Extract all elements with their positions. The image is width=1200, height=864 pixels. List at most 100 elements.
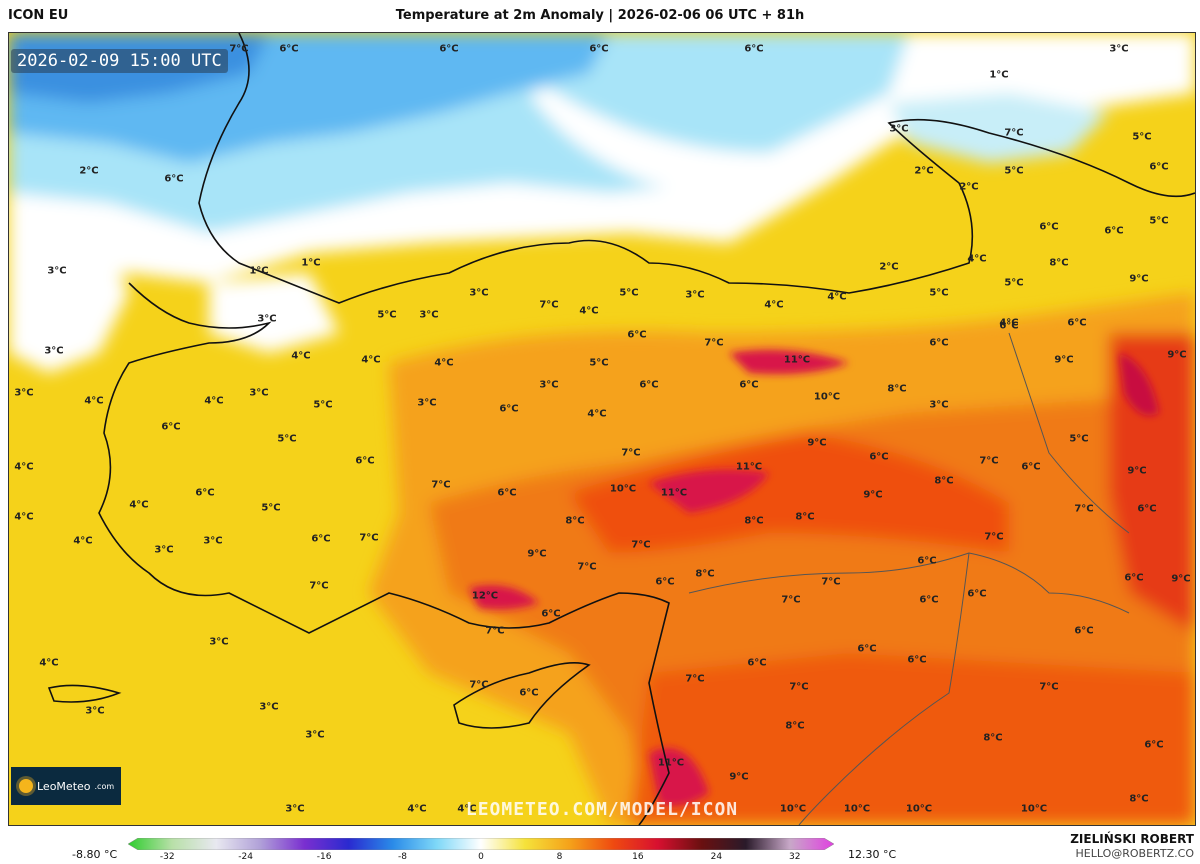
temperature-label: 6°C	[541, 608, 561, 620]
temperature-label: 7°C	[539, 299, 559, 311]
temperature-label: 9°C	[863, 489, 883, 501]
temperature-label: 6°C	[999, 320, 1019, 332]
temperature-label: 7°C	[229, 43, 249, 55]
temperature-label: 4°C	[827, 291, 847, 303]
temperature-label: 4°C	[14, 511, 34, 523]
temperature-label: 6°C	[919, 594, 939, 606]
temperature-label: 7°C	[789, 681, 809, 693]
temperature-label: 7°C	[1039, 681, 1059, 693]
temperature-label: 3°C	[209, 636, 229, 648]
temperature-label: 6°C	[869, 451, 889, 463]
temperature-label: 6°C	[1067, 317, 1087, 329]
temperature-label: 4°C	[764, 299, 784, 311]
temperature-label: 7°C	[577, 561, 597, 573]
temperature-label: 8°C	[795, 511, 815, 523]
sun-icon	[19, 779, 33, 793]
temperature-label: 7°C	[781, 594, 801, 606]
temperature-label: 1°C	[249, 265, 269, 277]
temperature-label: 4°C	[84, 395, 104, 407]
temperature-label: 3°C	[154, 544, 174, 556]
anomaly-map[interactable]: 2026-02-09 15:00 UTC 7°C 6°C 6°C 6°C 6°C 3°C 1…	[8, 32, 1196, 826]
model-name: ICON EU	[8, 8, 69, 23]
temperature-label: 3°C	[305, 729, 325, 741]
temperature-label: 5°C	[1069, 433, 1089, 445]
colorbar-tick: -24	[238, 852, 254, 862]
temperature-label: 7°C	[1074, 503, 1094, 515]
temperature-label: 9°C	[1167, 349, 1187, 361]
temperature-label: 11°C	[660, 487, 688, 499]
temperature-label: 4°C	[587, 408, 607, 420]
temperature-label: 3°C	[249, 387, 269, 399]
temperature-label: 4°C	[129, 499, 149, 511]
temperature-label: 6°C	[311, 533, 331, 545]
temperature-label: 6°C	[499, 403, 519, 415]
temperature-label: 6°C	[1149, 161, 1169, 173]
temperature-label: 5°C	[277, 433, 297, 445]
author-email[interactable]: HELLO@ROBERTZ.CO	[1075, 847, 1194, 860]
temperature-label: 5°C	[1132, 131, 1152, 143]
temperature-label: 6°C	[161, 421, 181, 433]
temperature-label: 7°C	[821, 576, 841, 588]
temperature-label: 7°C	[469, 679, 489, 691]
temperature-label: 4°C	[291, 350, 311, 362]
temperature-label: 1°C	[301, 257, 321, 269]
temperature-label: 10°C	[905, 803, 933, 815]
colorbar	[128, 838, 834, 850]
leometeo-logo[interactable]: LeoMeteo .com	[11, 767, 121, 805]
temperature-label: 6°C	[195, 487, 215, 499]
temperature-label: 9°C	[1054, 354, 1074, 366]
temperature-label: 3°C	[685, 289, 705, 301]
temperature-label: 3°C	[285, 803, 305, 815]
temperature-label: 7°C	[309, 580, 329, 592]
valid-time-badge: 2026-02-09 15:00 UTC	[11, 49, 228, 73]
map-fill	[9, 33, 1195, 825]
temperature-label: 5°C	[619, 287, 639, 299]
temperature-label: 10°C	[1020, 803, 1048, 815]
temperature-label: 5°C	[313, 399, 333, 411]
temperature-label: 4°C	[457, 803, 477, 815]
temperature-label: 5°C	[261, 502, 281, 514]
temperature-label: 11°C	[657, 757, 685, 769]
temperature-label: 4°C	[14, 461, 34, 473]
temperature-label: 6°C	[279, 43, 299, 55]
temperature-label: 6°C	[967, 588, 987, 600]
temperature-label: 6°C	[857, 643, 877, 655]
chart-title: Temperature at 2m Anomaly | 2026-02-06 0…	[395, 8, 805, 23]
temperature-label: 6°C	[639, 379, 659, 391]
temperature-label: 3°C	[14, 387, 34, 399]
site-watermark: LEOMETEO.COM/MODEL/ICON	[465, 799, 739, 820]
temperature-label: 6°C	[929, 337, 949, 349]
temperature-label: 7°C	[704, 337, 724, 349]
colorbar-tick: -16	[316, 852, 332, 862]
logo-suffix: .com	[94, 781, 115, 791]
colorbar-tick: 16	[632, 852, 644, 862]
temperature-label: 3°C	[539, 379, 559, 391]
colorbar-tick: -32	[159, 852, 175, 862]
colorbar-max: 12.30 °C	[848, 848, 897, 861]
temperature-label: 7°C	[685, 673, 705, 685]
temperature-label: 3°C	[47, 265, 67, 277]
temperature-label: 7°C	[984, 531, 1004, 543]
temperature-label: 9°C	[1129, 273, 1149, 285]
temperature-label: 4°C	[434, 357, 454, 369]
temperature-label: 6°C	[164, 173, 184, 185]
temperature-label: 8°C	[695, 568, 715, 580]
temperature-label: 6°C	[1039, 221, 1059, 233]
temperature-label: 6°C	[589, 43, 609, 55]
temperature-label: 6°C	[744, 43, 764, 55]
temperature-label: 6°C	[497, 487, 517, 499]
temperature-label: 2°C	[914, 165, 934, 177]
temperature-label: 9°C	[807, 437, 827, 449]
temperature-label: 2°C	[959, 181, 979, 193]
temperature-label: 6°C	[439, 43, 459, 55]
temperature-label: 11°C	[735, 461, 763, 473]
temperature-label: 11°C	[783, 354, 811, 366]
temperature-label: 3°C	[417, 397, 437, 409]
temperature-label: 7°C	[631, 539, 651, 551]
temperature-label: 7°C	[979, 455, 999, 467]
temperature-label: 10°C	[843, 803, 871, 815]
temperature-label: 8°C	[1129, 793, 1149, 805]
temperature-label: 5°C	[1004, 277, 1024, 289]
temperature-label: 3°C	[469, 287, 489, 299]
colorbar-ticks: -32 -24 -16 -8 0 8 16 24 32	[128, 852, 834, 864]
